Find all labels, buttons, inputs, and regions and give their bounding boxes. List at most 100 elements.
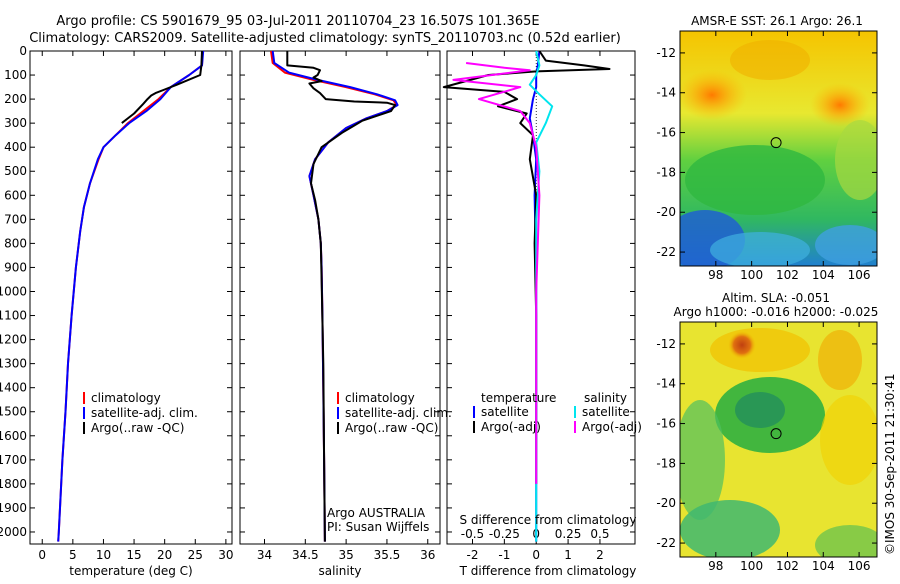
x-tick-label: 10 — [96, 548, 111, 562]
map-x-tick-label: 98 — [708, 268, 723, 282]
top-x-tick-label: -0.5 — [461, 527, 484, 541]
series-line-satellite-adj-clim- — [57, 50, 205, 542]
x-tick-label: 2 — [596, 548, 604, 562]
legend-satellite: satellite-adj. clim. — [345, 406, 452, 420]
top-x-tick-label: 0.5 — [590, 527, 609, 541]
annotation-line1: Argo AUSTRALIA — [327, 506, 426, 520]
series-line-salinity-argo-adj- — [452, 62, 541, 484]
x-tick-label: 20 — [157, 548, 172, 562]
temperature-plot: 0 5 10 15 20 25 30 — [30, 50, 234, 562]
map-y-tick-label: -22 — [656, 536, 676, 550]
map-y-tick-label: -18 — [656, 456, 676, 470]
x-tick-label: 0 — [38, 548, 46, 562]
legend-temp-satellite: satellite — [481, 405, 529, 419]
x-tick-label: -2 — [467, 548, 479, 562]
temperature-xlabel: temperature (deg C) — [69, 564, 192, 578]
x-tick-label: 5 — [69, 548, 77, 562]
map-y-tick-label: -12 — [656, 337, 676, 351]
credit: ©IMOS 30-Sep-2011 21:30:41 — [883, 373, 897, 555]
legend-climatology: climatology — [91, 391, 161, 405]
x-tick-label: 35 — [338, 548, 353, 562]
temperature-legend: climatology satellite-adj. clim. Argo(..… — [83, 391, 198, 435]
header-line2: Climatology: CARS2009. Satellite-adjuste… — [29, 31, 621, 46]
legend-climatology: climatology — [345, 391, 415, 405]
x-tick-label: 0 — [532, 548, 540, 562]
series-line-climatology — [270, 50, 398, 542]
depth-tick-label: 700 — [4, 212, 27, 226]
map-x-tick-label: 102 — [776, 559, 799, 573]
depth-tick-label: 1100 — [0, 309, 27, 323]
depth-axis: 0 100 200 300 400 500 600 700 800 900 1000 1100 1200… — [0, 44, 27, 539]
salinity-xlabel: salinity — [318, 564, 361, 578]
x-tick-label: 36 — [420, 548, 435, 562]
x-tick-label: 34.5 — [292, 548, 319, 562]
sla-map-frame — [679, 321, 878, 558]
sst-map — [680, 31, 877, 266]
salinity-plot: 34 34.5 35 35.5 36 — [240, 50, 440, 562]
annotation-line2: PI: Susan Wijffels — [327, 520, 429, 534]
legend-header-temperature: temperature — [481, 391, 556, 405]
depth-tick-label: 1900 — [0, 501, 27, 515]
depth-tick-label: 0 — [19, 44, 27, 58]
map-y-tick-label: -20 — [656, 496, 676, 510]
legend-sal-argo: Argo(-adj) — [582, 420, 642, 434]
map-x-tick-label: 102 — [776, 268, 799, 282]
series-line-salinity-satellite — [528, 50, 554, 542]
legend-header-salinity: salinity — [584, 391, 627, 405]
series-line-temperature-argo-adj- — [442, 50, 611, 484]
series-line-argo-raw-qc- — [286, 51, 397, 542]
legend-argo: Argo(..raw -QC) — [345, 421, 438, 435]
depth-tick-label: 1800 — [0, 477, 27, 491]
legend-temp-argo: Argo(-adj) — [481, 420, 541, 434]
difference-xlabel-bottom: T difference from climatology — [459, 564, 637, 578]
legend-argo: Argo(..raw -QC) — [91, 421, 184, 435]
x-tick-label: -1 — [498, 548, 510, 562]
map-x-tick-label: 106 — [848, 559, 871, 573]
top-x-tick-label: -0.25 — [489, 527, 520, 541]
map-y-tick-label: -16 — [656, 417, 676, 431]
legend-sal-satellite: satellite — [582, 405, 630, 419]
series-line-climatology — [57, 50, 204, 542]
depth-tick-label: 1200 — [0, 333, 27, 347]
depth-tick-label: 400 — [4, 140, 27, 154]
difference-legend: temperature salinity satellite Argo(-adj… — [473, 391, 642, 434]
map-x-tick-label: 100 — [740, 559, 763, 573]
depth-tick-label: 1700 — [0, 453, 27, 467]
map-y-tick-label: -18 — [656, 165, 676, 179]
depth-tick-label: 500 — [4, 164, 27, 178]
depth-tick-label: 1500 — [0, 405, 27, 419]
difference-axes — [446, 50, 636, 545]
sla-map — [680, 322, 877, 557]
map-y-tick-label: -14 — [656, 86, 676, 100]
map-y-tick-label: -16 — [656, 126, 676, 140]
map-y-tick-label: -22 — [656, 245, 676, 259]
sla-map-title: Altim. SLA: -0.051 — [722, 291, 830, 305]
sst-map-frame — [679, 30, 878, 267]
map-y-tick-label: -20 — [656, 205, 676, 219]
map-axes: 98 100 102 104 106 -12 -14 -16 -18 -20 -22 98 100 102… — [656, 31, 877, 573]
depth-tick-label: 100 — [4, 68, 27, 82]
series-line-satellite-adj-clim- — [271, 50, 399, 542]
x-tick-label: 25 — [188, 548, 203, 562]
temperature-axes — [29, 50, 233, 545]
salinity-legend: climatology satellite-adj. clim. Argo(..… — [327, 391, 452, 534]
x-tick-label: 30 — [218, 548, 233, 562]
depth-tick-label: 300 — [4, 116, 27, 130]
x-tick-label: 34 — [257, 548, 272, 562]
depth-tick-label: 800 — [4, 236, 27, 250]
legend-satellite: satellite-adj. clim. — [91, 406, 198, 420]
difference-xlabel-top: S difference from climatology — [460, 513, 637, 527]
x-tick-label: 35.5 — [374, 548, 401, 562]
depth-tick-label: 1400 — [0, 381, 27, 395]
map-y-tick-label: -12 — [656, 46, 676, 60]
top-x-tick-label: 0.25 — [555, 527, 582, 541]
difference-plot: -2 -1 0 1 2-0.5 -0.25 0 0.25 0.5 — [442, 50, 635, 562]
depth-tick-label: 1300 — [0, 357, 27, 371]
map-x-tick-label: 106 — [848, 268, 871, 282]
map-x-tick-label: 98 — [708, 559, 723, 573]
sla-map-subtitle: Argo h1000: -0.016 h2000: -0.025 — [674, 305, 879, 319]
depth-tick-label: 1000 — [0, 284, 27, 298]
float-position-marker — [770, 428, 782, 440]
x-tick-label: 1 — [564, 548, 572, 562]
